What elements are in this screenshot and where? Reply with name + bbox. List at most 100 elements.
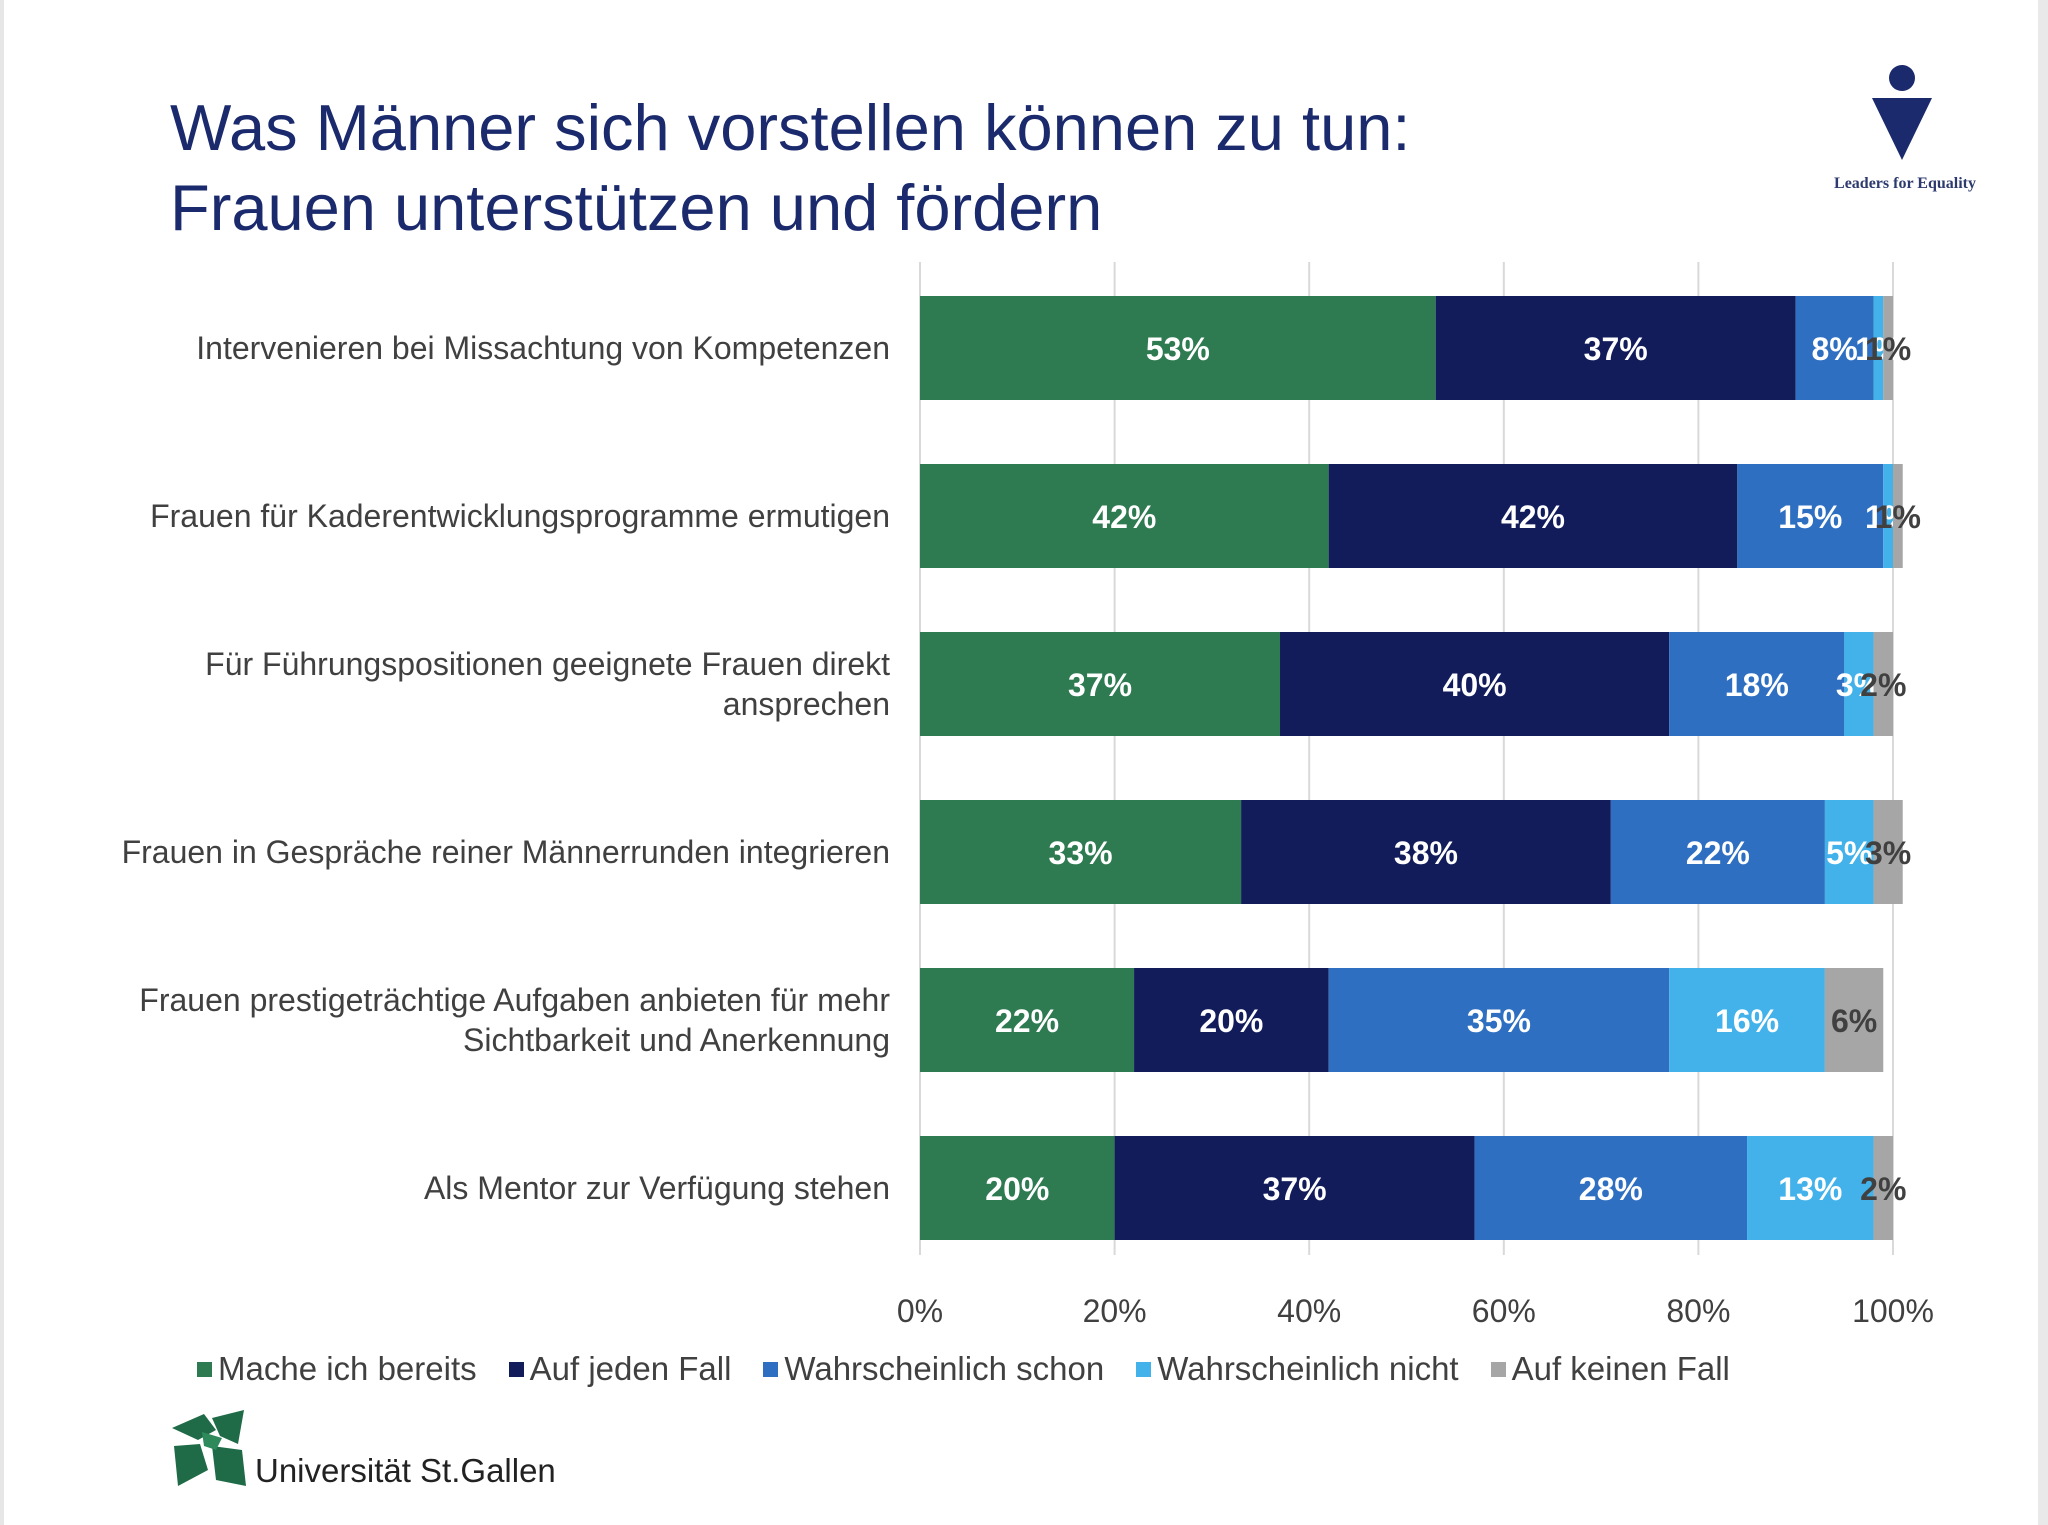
data-label: 35% [1467, 1003, 1531, 1039]
category-label-line: Frauen prestigeträchtige Aufgaben anbiet… [139, 982, 890, 1018]
bar-segment [1241, 800, 1611, 904]
bar-segment [1873, 1136, 1893, 1240]
data-label: 20% [985, 1171, 1049, 1207]
data-label: 1% [1855, 331, 1901, 367]
data-label: 37% [1584, 331, 1648, 367]
data-label: 1% [1875, 499, 1921, 535]
legend-item: Wahrscheinlich schon [763, 1350, 1104, 1388]
bar-segment [1280, 632, 1670, 736]
legend-swatch [508, 1361, 524, 1377]
legend-item: Wahrscheinlich nicht [1136, 1350, 1459, 1388]
legend-label: Wahrscheinlich schon [784, 1350, 1105, 1387]
bar-segment [1873, 296, 1884, 400]
x-tick-label: 60% [1472, 1293, 1536, 1329]
title-line-1: Was Männer sich vorstellen können zu tun… [170, 91, 1411, 164]
data-label: 5% [1826, 835, 1872, 871]
university-logo [168, 1410, 248, 1490]
x-tick-label: 20% [1083, 1293, 1147, 1329]
bar-segment [1669, 632, 1845, 736]
category-label-line: Als Mentor zur Verfügung stehen [423, 1170, 890, 1206]
x-tick-label: 80% [1666, 1293, 1730, 1329]
legend-swatch [197, 1361, 212, 1377]
bar-segment [920, 800, 1242, 904]
bar-segment [1328, 464, 1738, 568]
data-label: 22% [995, 1003, 1059, 1039]
bar-segment [1844, 632, 1874, 736]
bar-segment [1824, 968, 1884, 1072]
data-label: 42% [1501, 499, 1565, 535]
category-label-line: Frauen in Gespräche reiner Männerrunden … [121, 834, 890, 870]
category-label-line: Frauen für Kaderentwicklungsprogramme er… [150, 498, 890, 534]
data-label: 37% [1068, 667, 1132, 703]
bar-segment [920, 968, 1135, 1072]
chart-legend: Mache ich bereits Auf jeden Fall Wahrschei… [197, 1350, 1762, 1388]
data-label: 38% [1394, 835, 1458, 871]
legend-swatch [1136, 1361, 1152, 1377]
bar-segment [1873, 632, 1893, 736]
bar-segment [1883, 296, 1893, 400]
page-title: Was Männer sich vorstellen können zu tun… [170, 88, 1410, 248]
data-label: 53% [1146, 331, 1210, 367]
university-name: Universität St.Gallen [255, 1452, 556, 1489]
data-label: 40% [1443, 667, 1507, 703]
data-label: 37% [1263, 1171, 1327, 1207]
data-label: 3% [1865, 835, 1911, 871]
x-tick-label: 100% [1852, 1293, 1934, 1329]
data-label: 42% [1092, 499, 1156, 535]
data-label: 33% [1049, 835, 1113, 871]
category-label: Frauen in Gespräche reiner Männerrunden … [0, 832, 890, 872]
leaders-for-equality-logo [1872, 65, 1932, 160]
bar-segment [920, 296, 1436, 400]
leaders-for-equality-text: Leaders for Equality [1834, 175, 1976, 192]
data-label: 2% [1860, 667, 1906, 703]
category-label-line: Sichtbarkeit und Anerkennung [463, 1022, 890, 1058]
data-label: 16% [1715, 1003, 1779, 1039]
bar-segment [920, 464, 1329, 568]
data-label: 22% [1686, 835, 1750, 871]
legend-item: Auf jeden Fall [508, 1350, 731, 1388]
data-label: 13% [1778, 1171, 1842, 1207]
data-label: 1% [1865, 499, 1911, 535]
bar-segment [920, 632, 1281, 736]
bar-segment [1669, 968, 1825, 1072]
legend-label: Auf keinen Fall [1511, 1350, 1730, 1387]
category-label: Für Führungspositionen geeignete Frauen … [0, 644, 890, 724]
bar-segment [1883, 464, 1893, 568]
data-label: 8% [1811, 331, 1857, 367]
category-label-line: ansprechen [722, 686, 890, 722]
left-frame-border [0, 0, 4, 1525]
legend-item: Auf keinen Fall [1490, 1350, 1730, 1388]
bar-segment [1435, 296, 1796, 400]
x-tick-label: 0% [897, 1293, 943, 1329]
legend-label: Mache ich bereits [218, 1350, 477, 1387]
bar-segment [1893, 464, 1903, 568]
legend-swatch [763, 1361, 779, 1377]
bar-segment [1737, 464, 1884, 568]
x-tick-label: 40% [1277, 1293, 1341, 1329]
bar-segment [1474, 1136, 1748, 1240]
legend-item: Mache ich bereits [197, 1350, 477, 1388]
data-label: 6% [1831, 1003, 1877, 1039]
right-frame-border [2038, 0, 2048, 1525]
data-label: 20% [1199, 1003, 1263, 1039]
bar-segment [1747, 1136, 1874, 1240]
legend-label: Wahrscheinlich nicht [1157, 1350, 1459, 1387]
data-label: 28% [1579, 1171, 1643, 1207]
bar-segment [1873, 800, 1903, 904]
category-label: Frauen prestigeträchtige Aufgaben anbiet… [0, 980, 890, 1060]
data-label: 18% [1725, 667, 1789, 703]
bar-segment [920, 1136, 1115, 1240]
category-label: Frauen für Kaderentwicklungsprogramme er… [0, 496, 890, 536]
bar-segment [1610, 800, 1825, 904]
bar-segment [1114, 1136, 1475, 1240]
data-label: 2% [1860, 1171, 1906, 1207]
category-label-line: Für Führungspositionen geeignete Frauen … [205, 646, 890, 682]
data-label: 1% [1865, 331, 1911, 367]
bar-segment [1795, 296, 1874, 400]
data-label: 15% [1778, 499, 1842, 535]
bar-segment [1824, 800, 1874, 904]
title-line-2: Frauen unterstützen und fördern [170, 171, 1103, 244]
legend-swatch [1490, 1361, 1506, 1377]
category-label-line: Intervenieren bei Missachtung von Kompet… [196, 330, 890, 366]
